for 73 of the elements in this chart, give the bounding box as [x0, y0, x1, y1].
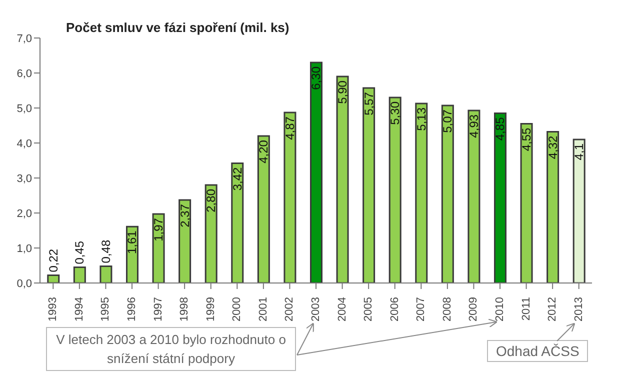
text: Odhad AČSS [487, 340, 588, 362]
bar [415, 102, 428, 283]
data-label: 2,80 [204, 188, 218, 212]
bar [284, 112, 296, 283]
data-label: 4,32 [546, 135, 560, 160]
bar [546, 131, 560, 283]
data-label: 0,45 [72, 240, 87, 264]
y-tick-label: 4,0 [16, 138, 32, 150]
bar [572, 138, 586, 283]
data-label: 5,30 [388, 101, 402, 125]
bar [204, 184, 218, 283]
chart-title: Počet smluv ve fázi spoření (mil. ks) [66, 20, 290, 35]
x-tick-label: 2008 [441, 297, 454, 322]
y-tick-label: 2,0 [16, 208, 32, 220]
x-tick-label: 2011 [520, 297, 532, 321]
data-label: 5,57 [362, 92, 376, 116]
x-tick-label: 2005 [362, 297, 375, 322]
data-label: 2,37 [178, 204, 192, 228]
x-tick-label: 2010 [494, 297, 506, 322]
x-tick-label: 2007 [415, 297, 428, 322]
bar [520, 123, 533, 283]
y-tick-label: 3,0 [16, 172, 32, 185]
x-tick-label: 2009 [468, 297, 480, 322]
x-tick-label: 2006 [388, 297, 401, 322]
y-tick-label: 5,0 [16, 102, 32, 115]
y-tick-label: 1,0 [16, 242, 32, 255]
bar [152, 213, 165, 283]
bar [178, 199, 192, 283]
y-tick-label: 6,0 [16, 68, 32, 80]
bar [336, 76, 349, 283]
x-tick-label: 2003 [310, 297, 322, 322]
data-label: 4,93 [466, 114, 481, 138]
data-label: 4,87 [282, 116, 297, 140]
bar [468, 110, 480, 283]
bar [231, 162, 244, 283]
data-label: 6,30 [309, 66, 324, 90]
data-label: 1,97 [152, 218, 166, 242]
data-label: 4,1 [572, 143, 586, 160]
x-tick-label: 1999 [204, 297, 217, 322]
y-tick-label: 0,0 [16, 278, 32, 290]
x-tick-label: 1997 [152, 297, 164, 322]
x-tick-label: 2001 [257, 297, 270, 322]
data-label: 5,13 [414, 107, 428, 131]
x-tick-label: 2012 [546, 297, 559, 322]
bar [47, 274, 60, 283]
x-tick-label: 1995 [100, 297, 112, 322]
bar [388, 96, 402, 283]
x-tick-label: 2004 [336, 297, 348, 322]
x-tick-label: 1998 [178, 297, 191, 322]
x-tick-label: 2002 [284, 297, 296, 322]
x-tick-label: 1996 [126, 297, 138, 322]
bar [441, 104, 454, 283]
bar [100, 265, 112, 283]
text: V letech 2003 a 2010 bylo rozhodnuto o snížení státní podpory [46, 327, 296, 371]
bar [257, 135, 270, 283]
data-label: 0,48 [98, 240, 113, 264]
bar [494, 112, 506, 283]
data-label: 4,55 [520, 127, 534, 152]
bar [310, 62, 322, 283]
x-tick-label: 2013 [572, 297, 585, 322]
data-label: 4,20 [256, 140, 271, 164]
data-label: 4,85 [493, 116, 508, 141]
y-tick-label: 7,0 [16, 32, 32, 45]
x-tick-label: 2000 [231, 297, 244, 322]
x-tick-label: 1993 [47, 297, 60, 322]
data-label: 5,90 [336, 80, 350, 104]
data-label: 3,42 [230, 166, 244, 191]
bar [73, 266, 86, 283]
data-label: 5,07 [440, 109, 455, 133]
bar [362, 87, 376, 283]
data-label: 1,61 [125, 230, 140, 254]
data-label: 0,22 [46, 248, 60, 272]
x-tick-label: 1994 [73, 297, 86, 322]
